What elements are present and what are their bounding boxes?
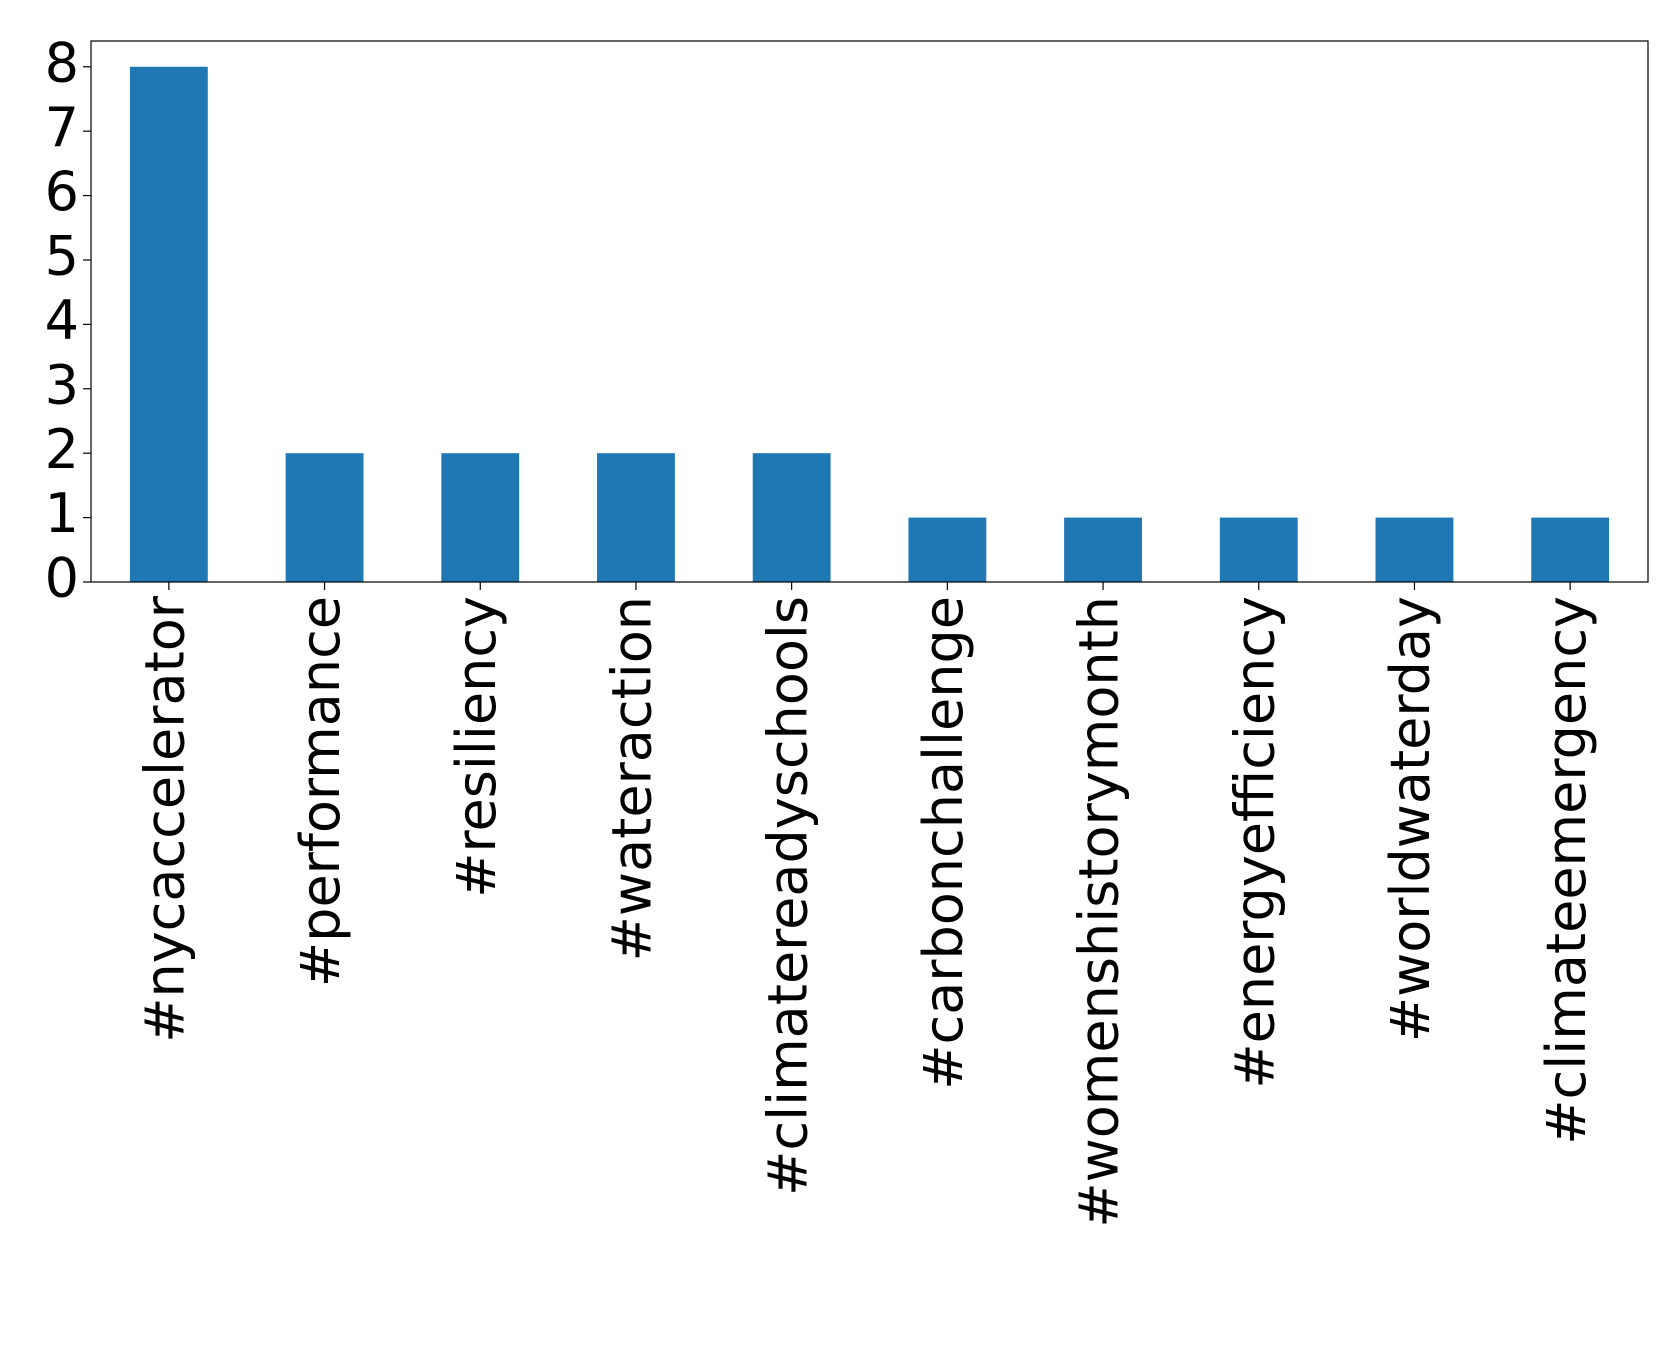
- bar: [285, 453, 364, 582]
- y-tick-label: 4: [45, 289, 79, 352]
- y-tick-label: 3: [45, 353, 79, 416]
- y-tick-label: 0: [45, 547, 79, 610]
- bar: [1219, 517, 1298, 582]
- plot-frame: [90, 40, 1649, 583]
- bar: [1531, 517, 1610, 582]
- bar: [908, 517, 987, 582]
- y-tick-label: 6: [45, 160, 79, 223]
- bar: [129, 66, 208, 582]
- bar: [752, 453, 831, 582]
- x-tick-label: #resiliency: [445, 596, 508, 898]
- y-tick-label: 7: [45, 96, 79, 159]
- x-tick-label: #energyefficiency: [1223, 596, 1286, 1089]
- x-tick-label: #wateraction: [601, 596, 664, 961]
- bar: [1375, 517, 1454, 582]
- y-tick-label: 5: [45, 225, 79, 288]
- bar: [597, 453, 675, 582]
- x-tick-label: #worldwaterday: [1379, 596, 1442, 1042]
- x-tick-label: #womenshistorymonth: [1068, 596, 1131, 1228]
- y-tick-label: 2: [45, 418, 79, 481]
- y-tick-label: 1: [45, 482, 79, 545]
- x-tick-label: #carbonchallenge: [912, 596, 975, 1090]
- x-tick-label: #performance: [289, 596, 352, 987]
- bar: [441, 453, 520, 582]
- x-tick-label: #climateemergency: [1535, 596, 1598, 1145]
- y-tick-label: 8: [45, 31, 79, 94]
- x-tick-label: #climatereadyschools: [756, 596, 819, 1196]
- x-tick-label: #nycaccelerator: [133, 595, 196, 1043]
- bar: [1064, 517, 1142, 582]
